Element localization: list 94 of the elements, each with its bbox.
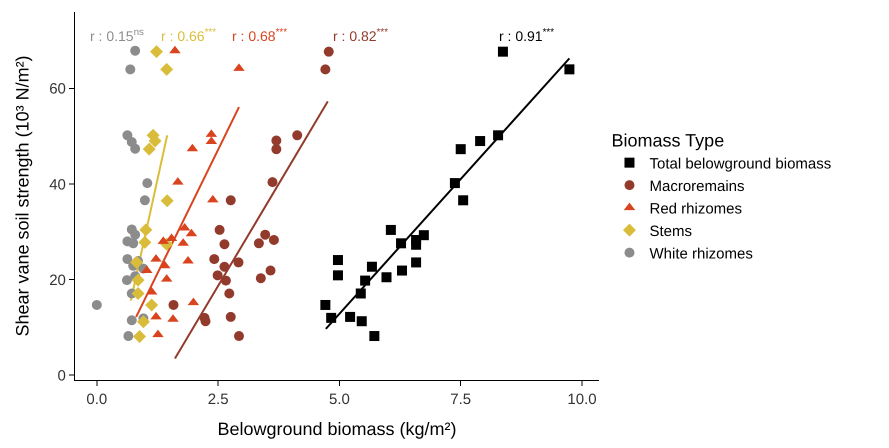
point xyxy=(224,288,234,298)
point xyxy=(360,276,370,286)
point xyxy=(234,257,244,268)
point xyxy=(139,223,152,236)
point xyxy=(234,331,244,342)
point xyxy=(267,177,278,188)
point xyxy=(356,316,367,326)
annotation: r : 0.66$^{***}$ xyxy=(161,27,216,44)
point xyxy=(128,238,138,248)
point xyxy=(369,331,380,342)
point xyxy=(386,224,396,235)
point xyxy=(320,64,330,74)
point xyxy=(219,239,230,250)
point xyxy=(132,274,145,287)
point xyxy=(130,256,144,269)
point xyxy=(292,130,302,140)
point xyxy=(396,238,406,248)
x-tick-label: 5.0 xyxy=(329,391,350,408)
point xyxy=(381,272,392,282)
point xyxy=(475,136,486,146)
annotation: r : 0.91$^{***}$ xyxy=(499,27,554,44)
point xyxy=(142,142,156,156)
point xyxy=(212,270,223,280)
point xyxy=(150,45,164,58)
point xyxy=(92,300,102,310)
point xyxy=(138,236,152,249)
x-tick-label: 0.0 xyxy=(86,391,108,408)
point xyxy=(324,46,334,57)
point xyxy=(125,64,136,74)
point xyxy=(411,257,422,268)
point xyxy=(122,275,132,286)
point xyxy=(266,266,276,276)
point xyxy=(145,298,158,312)
point xyxy=(136,315,150,328)
point xyxy=(130,144,140,154)
legend-label: Red rhizomes xyxy=(649,200,742,218)
annotation: r : 0.82$^{***}$ xyxy=(333,27,388,44)
point xyxy=(260,230,270,240)
point xyxy=(450,178,460,188)
point xyxy=(326,312,336,323)
legend-title: Biomass Type xyxy=(611,130,724,150)
point xyxy=(271,136,282,146)
x-axis-title: Belowground biomass (kg/m²) xyxy=(217,419,457,440)
point xyxy=(219,262,230,272)
x-tick-label: 2.5 xyxy=(208,391,229,408)
point xyxy=(160,194,174,208)
point xyxy=(133,330,146,344)
point xyxy=(356,288,366,298)
legend-label: White rhizomes xyxy=(649,246,753,262)
point xyxy=(226,195,236,206)
y-tick-label: 60 xyxy=(49,80,66,98)
point xyxy=(268,234,279,245)
point xyxy=(366,262,377,272)
point xyxy=(160,62,174,76)
annotation: r : 0.15$^{ns}$ xyxy=(90,27,144,44)
point xyxy=(130,230,140,240)
point xyxy=(140,195,150,206)
point xyxy=(226,312,236,322)
x-tick-label: 7.5 xyxy=(450,391,472,408)
point xyxy=(122,254,132,264)
point xyxy=(256,273,266,284)
y-tick-label: 20 xyxy=(49,272,66,289)
point xyxy=(332,270,343,280)
point xyxy=(498,46,508,57)
point xyxy=(209,254,220,264)
legend-label: Macroremains xyxy=(649,178,745,195)
point xyxy=(130,46,140,56)
point xyxy=(123,331,134,342)
point xyxy=(458,195,468,206)
legend-label: Stems xyxy=(649,223,692,240)
point xyxy=(132,287,145,300)
y-tick-label: 40 xyxy=(49,176,66,194)
point xyxy=(320,300,330,310)
point xyxy=(214,224,225,235)
y-axis-title: Shear vane soil strength (10³ N/m²) xyxy=(12,55,32,337)
point xyxy=(200,316,211,326)
point xyxy=(254,238,264,248)
point xyxy=(271,144,282,154)
point xyxy=(220,276,231,286)
point xyxy=(564,64,574,74)
x-tick-label: 10.0 xyxy=(567,391,597,408)
point xyxy=(168,300,178,310)
point xyxy=(345,312,356,322)
point xyxy=(332,255,343,266)
point xyxy=(411,240,422,250)
point xyxy=(126,315,137,326)
point xyxy=(456,144,466,154)
point xyxy=(142,178,152,188)
y-tick-label: 0 xyxy=(58,367,66,384)
annotation: r : 0.68$^{***}$ xyxy=(232,27,288,44)
legend-label: Total belowground biomass xyxy=(649,156,832,172)
point xyxy=(397,266,408,276)
point xyxy=(418,230,429,240)
point xyxy=(493,130,504,140)
